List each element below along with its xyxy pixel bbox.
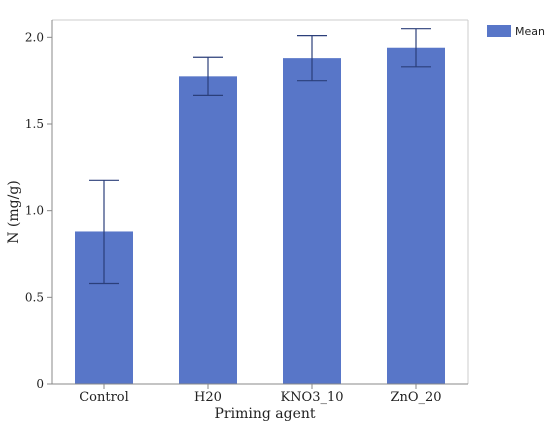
legend-swatch-mean — [487, 25, 511, 37]
bar — [283, 58, 341, 385]
y-axis-title: N (mg/g) — [6, 180, 22, 244]
bar — [387, 47, 445, 384]
x-axis-title: Priming agent — [214, 406, 315, 422]
legend: Mean — [487, 25, 545, 38]
x-tick-label: Control — [79, 390, 129, 405]
x-tick-label: KNO3_10 — [280, 390, 343, 405]
x-tick-label: ZnO_20 — [390, 390, 441, 405]
legend-label-mean: Mean — [515, 25, 545, 38]
y-tick-label: 0 — [36, 377, 44, 391]
y-tick-label: 1.5 — [25, 117, 44, 131]
y-tick-label: 1.0 — [25, 204, 44, 218]
bar — [179, 76, 237, 384]
x-tick-label: H20 — [194, 390, 222, 405]
y-tick-label: 0.5 — [25, 290, 44, 304]
y-tick-label: 2.0 — [25, 30, 44, 44]
